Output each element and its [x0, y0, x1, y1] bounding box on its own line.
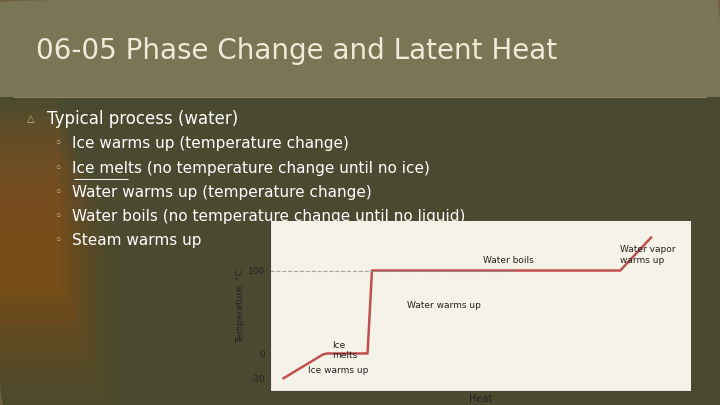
Text: 06-05 Phase Change and Latent Heat: 06-05 Phase Change and Latent Heat — [36, 36, 557, 65]
Text: ◦: ◦ — [54, 210, 61, 223]
Bar — [0, 126, 68, 308]
Bar — [0, 231, 115, 405]
Text: Typical process (water): Typical process (water) — [47, 111, 238, 128]
Y-axis label: Temperature, °C: Temperature, °C — [236, 269, 245, 343]
Text: Ice
melts: Ice melts — [332, 341, 357, 360]
Bar — [0, 142, 76, 324]
Bar — [0, 134, 72, 316]
Bar — [0, 198, 101, 381]
Text: ◦: ◦ — [54, 162, 61, 175]
Bar — [0, 150, 79, 332]
Bar — [0, 255, 126, 405]
Bar — [0, 0, 720, 97]
Bar — [0, 207, 104, 389]
Text: Ice melts (no temperature change until no ice): Ice melts (no temperature change until n… — [72, 160, 430, 176]
Text: Water boils (no temperature change until no liquid): Water boils (no temperature change until… — [72, 209, 465, 224]
Text: ◦: ◦ — [54, 234, 61, 247]
Bar — [0, 101, 58, 284]
Text: ◦: ◦ — [54, 186, 61, 199]
Bar — [0, 215, 108, 397]
Bar — [0, 239, 119, 405]
X-axis label: Heat: Heat — [469, 394, 492, 404]
Bar — [0, 190, 97, 373]
Bar — [0, 182, 94, 364]
Text: Ice warms up (temperature change): Ice warms up (temperature change) — [72, 136, 349, 151]
Text: Steam warms up: Steam warms up — [72, 233, 202, 249]
Bar — [0, 247, 122, 405]
Text: Water boils: Water boils — [483, 256, 534, 265]
Bar — [0, 158, 83, 340]
Text: ◦: ◦ — [54, 137, 61, 150]
Bar — [0, 117, 65, 300]
Text: Ice warms up: Ice warms up — [307, 366, 368, 375]
Text: Water vapor
warms up: Water vapor warms up — [620, 245, 676, 265]
Bar — [0, 174, 90, 356]
Bar — [0, 109, 61, 292]
Text: Water warms up: Water warms up — [408, 301, 481, 310]
Bar — [0, 223, 112, 405]
Text: Water warms up (temperature change): Water warms up (temperature change) — [72, 185, 372, 200]
Text: △: △ — [27, 115, 35, 124]
Bar — [0, 166, 86, 348]
